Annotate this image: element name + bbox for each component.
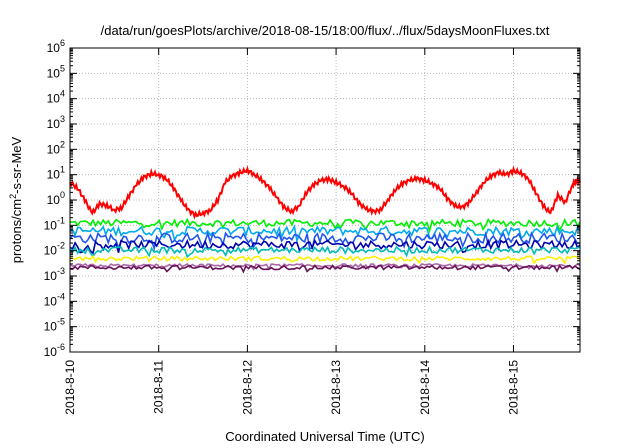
y-tick-base: 10	[47, 41, 61, 55]
series-line	[69, 165, 581, 220]
y-tick-base: 10	[47, 92, 61, 106]
series-line	[69, 254, 581, 265]
y-tick-base: 10	[44, 269, 58, 283]
y-tick-label: 103	[47, 114, 65, 131]
y-tick-exponent: 5	[60, 63, 65, 73]
y-tick-exponent: -4	[57, 291, 65, 301]
x-axis-ticks: 2018-8-10 2018-8-11 2018-8-12 2018-8-13 2018…	[63, 48, 520, 415]
series-line	[69, 238, 581, 255]
y-tick-base: 10	[47, 168, 61, 182]
y-tick-base: 10	[44, 345, 58, 359]
y-tick-label: 10-3	[44, 266, 65, 283]
y-tick-label: 10-5	[44, 317, 65, 334]
y-tick-label: 10-2	[44, 241, 65, 258]
y-tick-label: 105	[47, 63, 65, 80]
y-tick-exponent: 1	[60, 165, 65, 175]
y-tick-exponent: -3	[57, 266, 65, 276]
y-tick-base: 10	[47, 66, 61, 80]
x-axis-label: Coordinated Universal Time (UTC)	[225, 429, 424, 444]
series-line	[69, 217, 581, 234]
x-tick-label: 2018-8-12	[240, 360, 254, 415]
x-tick-label: 2018-8-10	[63, 360, 77, 415]
x-tick-label: 2018-8-13	[329, 360, 343, 415]
y-tick-label: 104	[47, 89, 65, 106]
y-tick-label: 102	[47, 139, 65, 156]
y-tick-label: 10-1	[44, 215, 65, 232]
y-tick-exponent: -5	[57, 317, 65, 327]
grid	[70, 48, 580, 352]
series-line	[69, 245, 581, 259]
y-tick-label: 100	[47, 190, 65, 207]
series-line	[69, 224, 581, 244]
y-tick-exponent: 4	[60, 89, 65, 99]
x-tick-label: 2018-8-15	[506, 360, 520, 415]
chart-title: /data/run/goesPlots/archive/2018-08-15/1…	[101, 23, 550, 38]
y-tick-exponent: 0	[60, 190, 65, 200]
series-layer	[69, 165, 581, 274]
y-tick-base: 10	[47, 193, 61, 207]
y-tick-exponent: 6	[60, 38, 65, 48]
y-tick-exponent: -6	[57, 342, 65, 352]
y-tick-label: 10-6	[44, 342, 65, 359]
x-tick-label: 2018-8-11	[152, 360, 166, 414]
y-tick-label: 101	[47, 165, 65, 182]
y-tick-base: 10	[44, 320, 58, 334]
y-tick-base: 10	[47, 142, 61, 156]
y-tick-exponent: -1	[57, 215, 65, 225]
y-tick-base: 10	[44, 294, 58, 308]
y-axis-label-suffix: -s-sr-MeV	[9, 136, 24, 193]
y-tick-exponent: -2	[57, 241, 65, 251]
y-tick-base: 10	[47, 117, 61, 131]
y-tick-base: 10	[44, 218, 58, 232]
series-line	[69, 264, 581, 274]
y-tick-base: 10	[44, 244, 58, 258]
y-tick-exponent: 3	[60, 114, 65, 124]
y-axis-label-sup: 2	[8, 194, 18, 199]
y-axis-label: protons/cm2-s-sr-MeV	[8, 136, 24, 263]
y-axis-label-prefix: protons/cm	[9, 199, 24, 263]
y-tick-label: 106	[47, 38, 65, 55]
x-tick-label: 2018-8-14	[418, 360, 432, 415]
y-axis-ticks: 10-610-510-410-310-210-11001011021031041…	[44, 38, 580, 359]
y-tick-label: 10-4	[44, 291, 65, 308]
y-tick-exponent: 2	[60, 139, 65, 149]
